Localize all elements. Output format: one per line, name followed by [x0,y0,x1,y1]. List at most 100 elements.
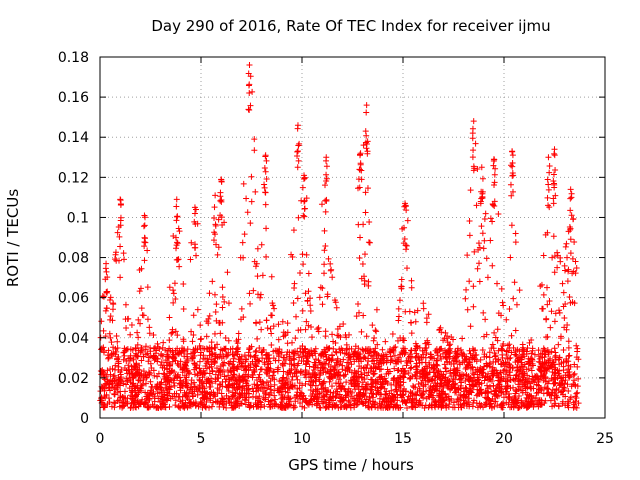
data-point [258,326,265,333]
x-tick-label: 5 [197,431,206,447]
data-point [225,300,232,307]
data-point [293,313,300,320]
data-point [560,289,567,296]
data-point [301,205,308,212]
data-point [276,353,283,360]
data-point [544,194,551,201]
data-point [259,272,266,279]
data-point [470,283,477,290]
data-point [212,398,219,405]
data-point [551,146,558,153]
data-point [364,361,371,368]
data-point [249,88,256,95]
data-point [416,385,423,392]
data-point [241,231,248,238]
data-point [573,342,580,349]
data-point [303,318,310,325]
data-point [140,223,147,230]
data-point [315,324,322,331]
data-point [469,135,476,142]
data-point [270,372,277,379]
data-point [247,220,254,227]
data-point [512,230,519,237]
data-point [565,387,572,394]
data-point [104,367,111,374]
data-point [107,371,114,378]
data-point [481,237,488,244]
data-point [404,217,411,224]
data-point [268,397,275,404]
data-point [299,184,306,191]
data-point [308,324,315,331]
data-point [262,168,269,175]
data-point [571,377,578,384]
data-point [170,287,177,294]
data-point [209,278,216,285]
data-point [357,234,364,241]
data-point [549,254,556,261]
data-point [484,382,491,389]
data-point [251,136,258,143]
data-point [544,176,551,183]
data-point [130,356,137,363]
data-point [252,394,259,401]
data-point [545,186,552,193]
data-point [325,255,332,262]
data-point [372,327,379,334]
data-point [136,372,143,379]
data-point [442,329,449,336]
data-point [547,397,554,404]
data-point [565,266,572,273]
data-point [163,384,170,391]
data-point [446,342,453,349]
data-point [494,337,501,344]
data-point [492,334,499,341]
data-point [565,338,572,345]
data-point [295,327,302,334]
data-point [562,243,569,250]
data-point [181,372,188,379]
x-tick-labels: 0 5 10 15 20 25 [96,431,614,447]
data-point [391,352,398,359]
data-point [564,254,571,261]
data-point [175,225,182,232]
data-point [261,181,268,188]
data-point [180,306,187,313]
data-point [363,140,370,147]
data-point [540,291,547,298]
data-point [373,306,380,313]
data-point [535,347,542,354]
data-point [412,318,419,325]
data-point [250,287,257,294]
data-point [472,366,479,373]
data-point [560,347,567,354]
data-point [267,386,274,393]
data-point [560,303,567,310]
data-point [98,318,105,325]
data-point [556,309,563,316]
data-point [213,301,220,308]
data-point [238,305,245,312]
data-point [307,308,314,315]
data-point [155,343,162,350]
data-point [328,266,335,273]
data-point [170,290,177,297]
data-point [302,326,309,333]
data-point [127,331,134,338]
data-point [261,164,268,171]
data-point [462,378,469,385]
data-point [142,239,149,246]
data-point [125,315,132,322]
data-point [235,330,242,337]
data-point [321,247,328,254]
data-point [217,330,224,337]
data-point [188,239,195,246]
data-point [280,368,287,375]
data-point [363,333,370,340]
data-point [500,394,507,401]
data-point [100,293,107,300]
data-point [566,352,573,359]
data-point [408,319,415,326]
data-point [172,397,179,404]
data-point [462,295,469,302]
